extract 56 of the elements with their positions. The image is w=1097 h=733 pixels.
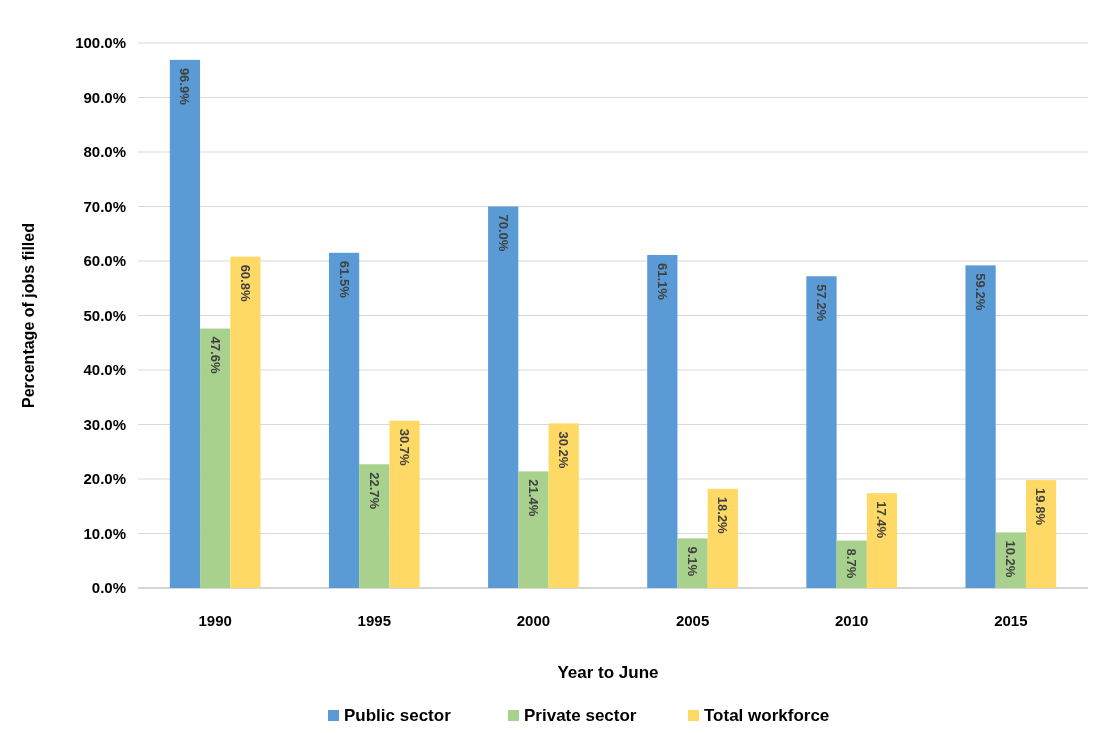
data-label: 30.2% xyxy=(556,431,572,469)
bar xyxy=(965,265,996,588)
data-label: 30.7% xyxy=(396,428,412,466)
data-label: 61.1% xyxy=(654,263,670,301)
legend-label: Total workforce xyxy=(704,706,830,726)
bar xyxy=(389,420,420,588)
bar xyxy=(230,256,261,588)
bar xyxy=(866,493,898,588)
y-tick-label: 10.0% xyxy=(83,524,126,542)
bar xyxy=(169,59,201,588)
data-label: 57.2% xyxy=(813,284,829,322)
data-label: 17.4% xyxy=(874,501,890,539)
y-tick-label: 100.0% xyxy=(75,34,126,52)
bar xyxy=(518,471,549,588)
data-label: 47.6% xyxy=(207,336,223,374)
bar xyxy=(488,206,519,588)
data-label: 60.8% xyxy=(237,264,253,302)
y-tick-label: 60.0% xyxy=(83,252,126,270)
x-tick-label: 2000 xyxy=(516,612,551,629)
bar xyxy=(1025,480,1057,588)
y-tick-label: 0.0% xyxy=(91,579,126,597)
y-tick-label: 70.0% xyxy=(83,197,126,215)
bar xyxy=(677,538,708,588)
bar xyxy=(647,255,678,588)
data-label: 59.2% xyxy=(973,273,989,311)
data-label: 22.7% xyxy=(366,472,382,510)
bar xyxy=(328,252,360,588)
bar xyxy=(806,276,837,588)
data-label: 8.7% xyxy=(844,548,860,579)
y-tick-label: 30.0% xyxy=(83,415,126,433)
data-label: 70.0% xyxy=(495,214,511,252)
bar xyxy=(359,464,390,588)
x-tick-label: 1995 xyxy=(357,612,391,629)
legend-label: Private sector xyxy=(524,706,637,726)
data-label: 9.1% xyxy=(685,546,701,577)
bar xyxy=(200,328,231,588)
x-tick-label: 2010 xyxy=(835,612,869,629)
y-tick-label: 40.0% xyxy=(83,361,126,379)
x-tick-label: 2015 xyxy=(994,612,1028,629)
legend-label: Public sector xyxy=(344,706,452,726)
y-tick-label: 50.0% xyxy=(83,306,126,324)
bar xyxy=(548,423,579,588)
y-tick-label: 20.0% xyxy=(83,470,126,488)
y-tick-label: 80.0% xyxy=(83,143,126,161)
y-tick-label: 90.0% xyxy=(83,88,126,106)
data-label: 10.2% xyxy=(1003,540,1019,578)
data-label: 19.8% xyxy=(1033,488,1049,526)
x-tick-label: 2005 xyxy=(675,612,710,629)
y-axis-title: Percentage of jobs filled xyxy=(20,223,37,408)
data-label: 61.5% xyxy=(336,260,352,299)
data-label: 18.2% xyxy=(715,496,731,535)
data-label: 96.9% xyxy=(177,67,193,106)
x-tick-label: 1990 xyxy=(198,612,232,629)
bar xyxy=(707,488,738,588)
x-axis-title: Year to June xyxy=(557,663,659,682)
data-label: 21.4% xyxy=(525,479,541,517)
